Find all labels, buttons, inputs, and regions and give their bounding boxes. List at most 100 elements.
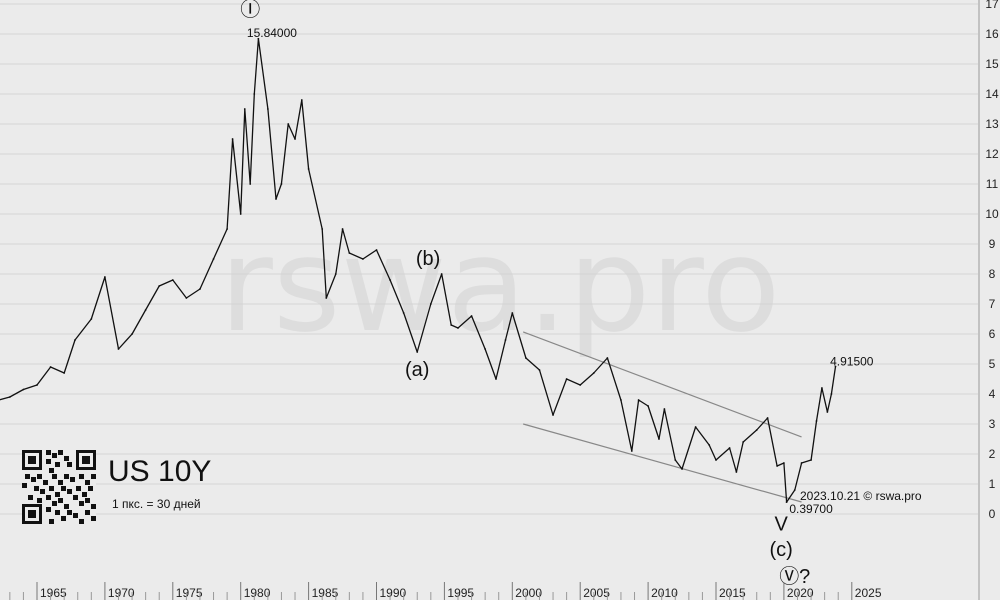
x-tick-label: 2010 [651,586,678,600]
data-point [606,357,609,359]
data-point [538,369,541,371]
data-point [495,378,497,380]
data-point [239,213,242,215]
data-point [565,378,568,380]
data-point [253,93,256,95]
data-point [708,444,711,446]
x-tick-label: 1985 [312,586,339,600]
data-point [457,327,459,329]
data-point [325,297,328,299]
x-tick-label: 1970 [108,586,135,600]
data-point [504,339,507,341]
data-point [524,357,527,359]
data-point [440,273,443,275]
x-tick-label: 1980 [244,586,271,600]
annotation-label: 0.39700 [789,502,833,516]
data-point [348,252,351,254]
x-tick-label: 2025 [855,586,882,600]
channel-line [522,331,802,438]
data-point [158,285,161,287]
data-point [815,420,818,422]
annotation-label: 15.84000 [247,26,297,40]
data-point [212,258,215,260]
data-point [402,312,405,314]
y-tick-label: 3 [989,417,996,431]
chart-title: US 10Y [108,455,212,488]
data-point [416,351,419,353]
data-point [800,462,803,464]
data-point [341,228,344,230]
data-point [8,396,11,398]
annotation-label: (c) [770,539,793,561]
data-point [579,384,582,386]
data-point [694,426,697,428]
scale-note: 1 пкс. = 30 дней [112,497,201,511]
annotation-label: V [775,514,789,536]
data-point [755,429,758,431]
y-tick-label: 5 [989,357,996,371]
data-point [321,228,324,230]
data-point [117,348,120,350]
annotation-label: (b) [416,248,440,270]
data-point [231,138,234,140]
y-tick-label: 12 [985,147,999,161]
data-point [830,393,833,395]
channel-lines [522,331,802,503]
y-tick-label: 2 [989,447,996,461]
annotation-label: (a) [405,359,429,381]
data-point [362,258,364,260]
data-point [294,138,296,140]
data-point [275,198,277,200]
watermark: rswa.pro [219,209,780,361]
data-point [715,459,717,461]
data-point [375,249,378,251]
data-point [300,99,303,101]
x-tick-label: 2000 [515,586,542,600]
data-point [389,279,391,281]
data-point [742,441,745,443]
data-point [334,273,337,275]
data-point [243,108,246,110]
data-point [429,303,432,305]
y-tick-label: 6 [989,327,996,341]
data-point [257,37,260,40]
data-point [663,408,666,410]
data-point [280,183,283,185]
data-point [307,168,310,170]
data-point [785,501,788,503]
channel-line [523,423,802,503]
data-point [36,384,38,386]
data-point [552,414,554,416]
annotation-label: Ⓥ? [779,565,810,588]
annotation-label: Ⓘ [240,0,260,21]
y-tick-label: 4 [989,387,996,401]
x-tick-label: 2015 [719,586,746,600]
data-point [810,459,812,461]
data-point [74,339,76,341]
data-point [674,459,677,461]
data-point [287,123,290,125]
x-tick-label: 1975 [176,586,203,600]
y-tick-label: 1 [989,477,996,491]
y-tick-label: 16 [985,27,999,41]
x-tick-label: 1990 [380,586,407,600]
data-point [620,399,622,401]
data-point [266,108,269,110]
x-tick-label: 2005 [583,586,610,600]
series-line [0,38,837,503]
data-point [630,450,633,452]
y-tick-label: 9 [989,237,996,251]
data-point [658,438,660,440]
date-stamp: 2023.10.21 © rswa.pro [800,489,922,503]
data-point [728,447,731,449]
qr-code-icon [22,450,96,524]
data-point [144,309,147,311]
y-tick-label: 17 [985,0,999,11]
y-tick-label: 14 [985,87,999,101]
y-tick-label: 13 [985,117,999,131]
data-point [22,388,25,391]
annotation-label: 4.91500 [830,355,874,369]
x-tick-label: 1965 [40,586,67,600]
